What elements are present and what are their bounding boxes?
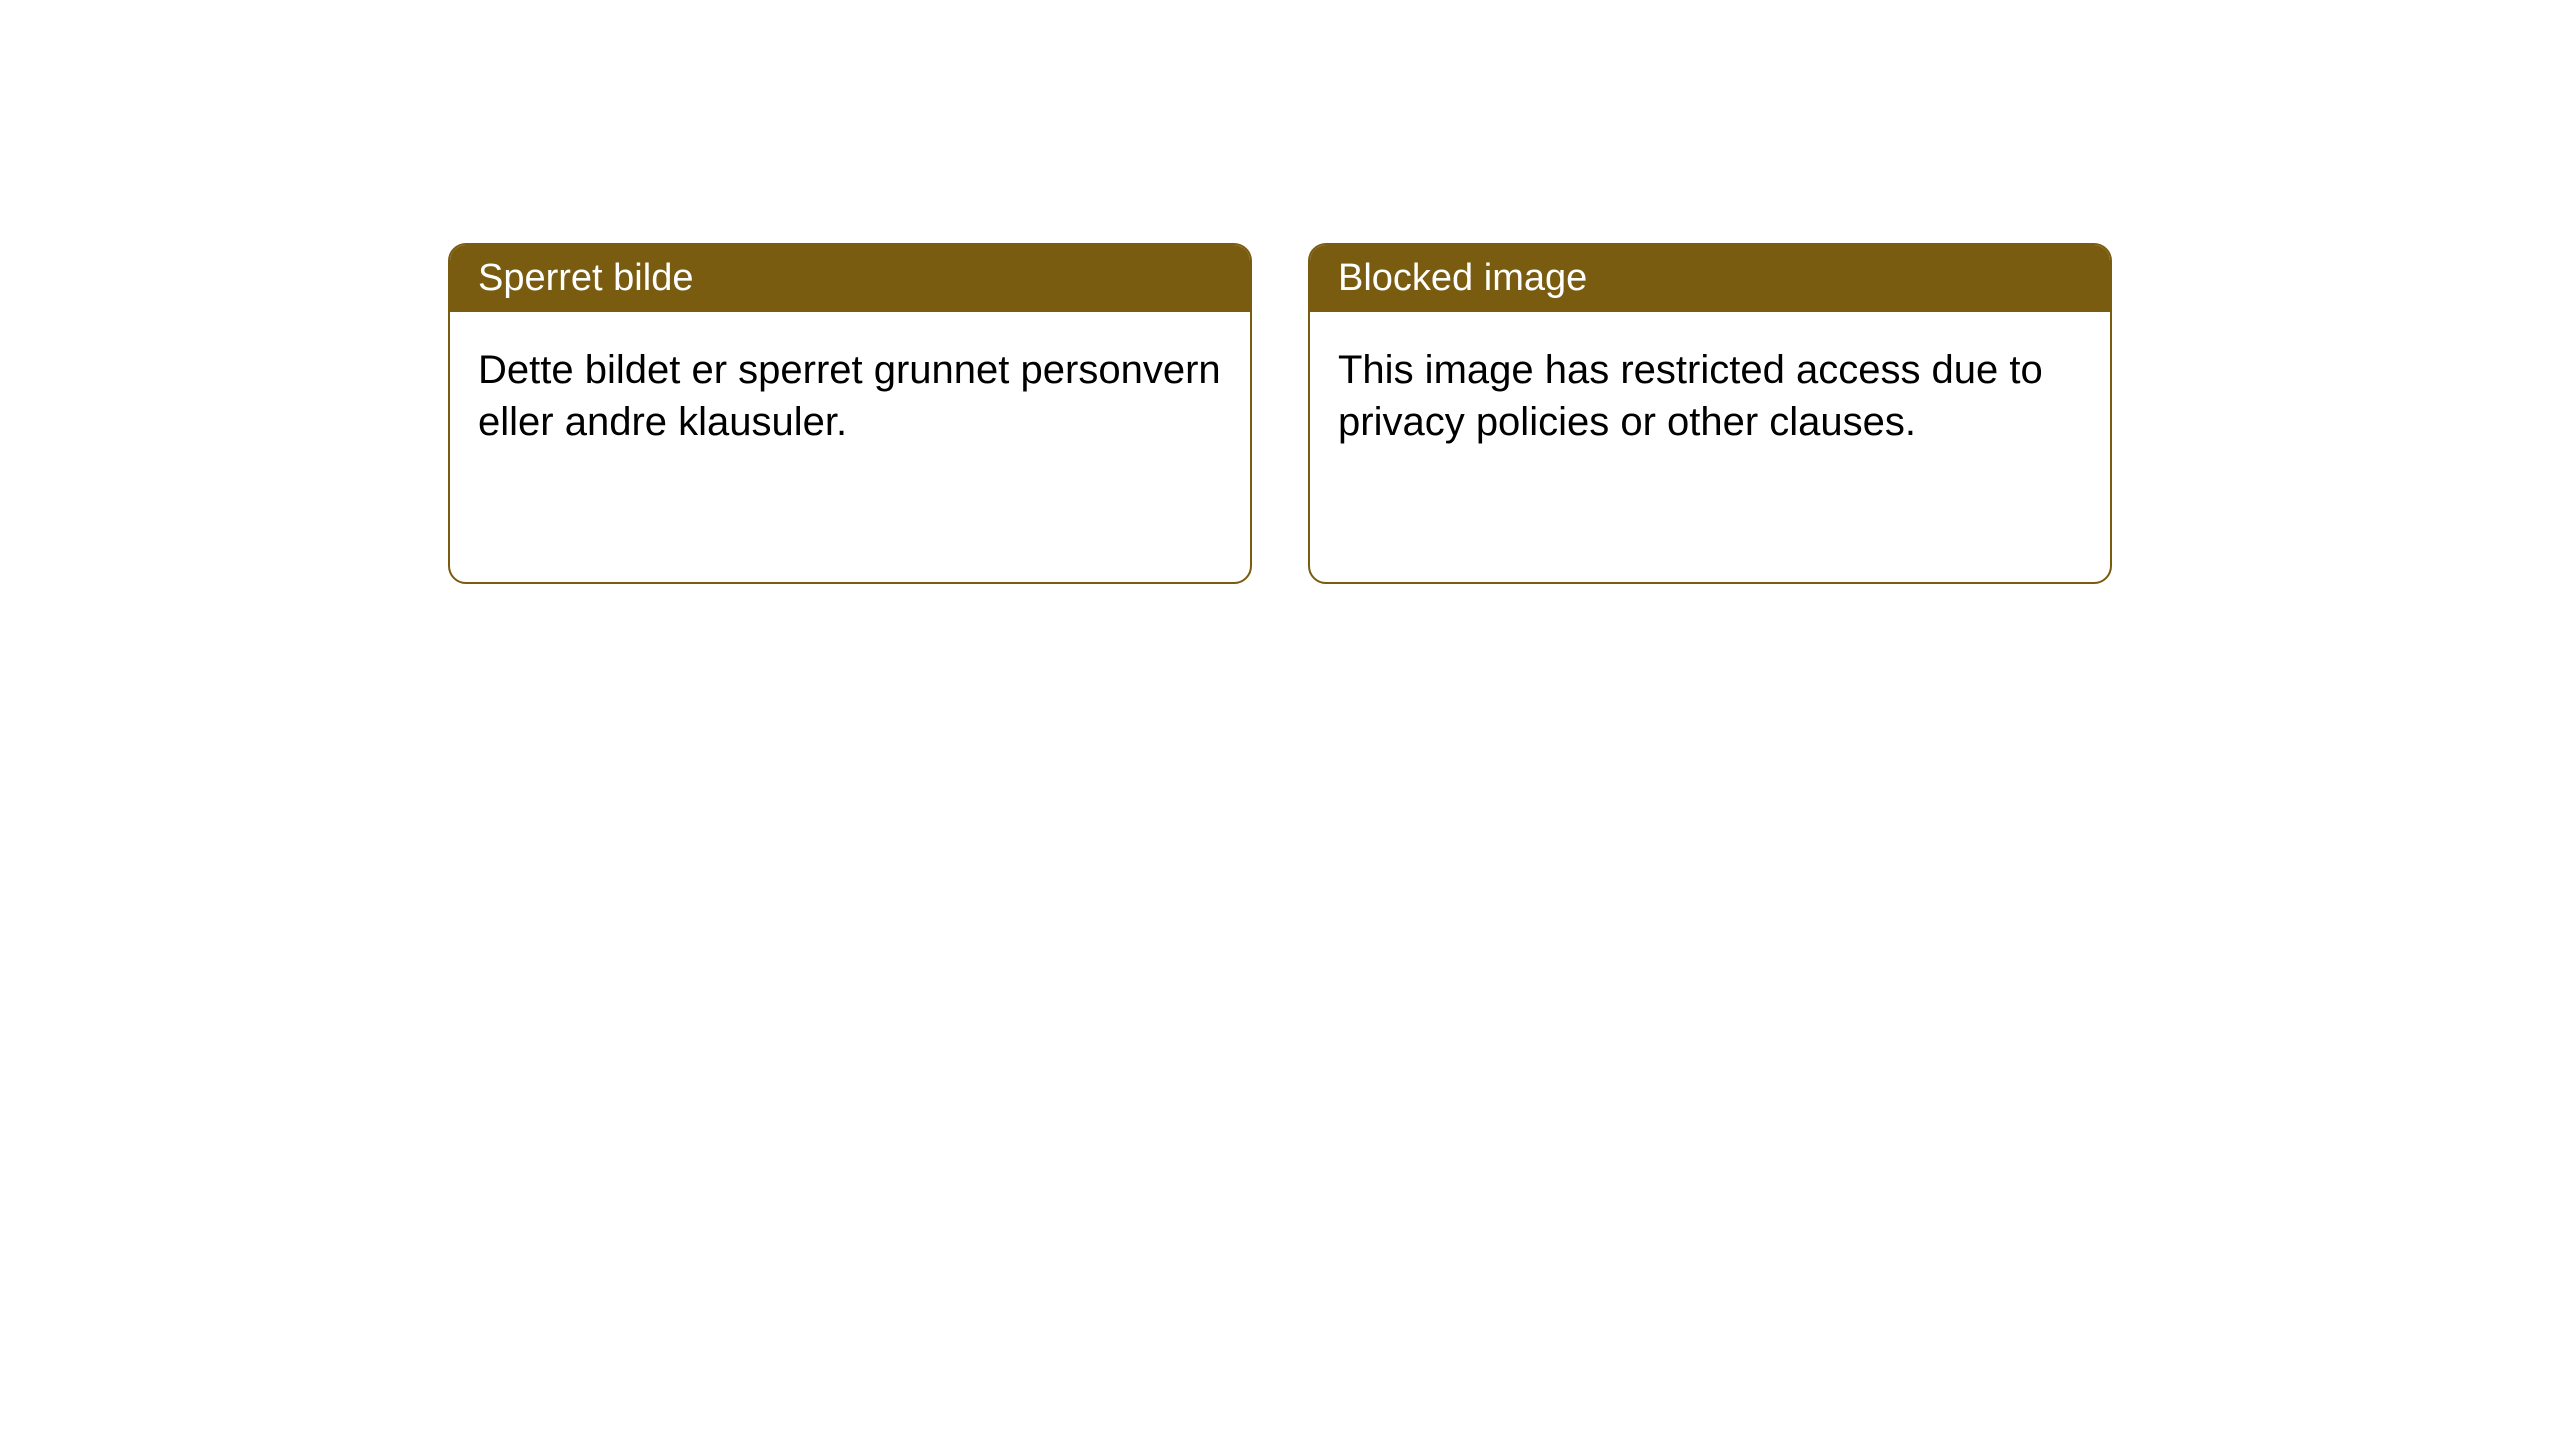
notice-header: Sperret bilde (450, 245, 1250, 312)
notice-title: Blocked image (1338, 257, 1587, 299)
notice-title: Sperret bilde (478, 257, 693, 299)
notice-header: Blocked image (1310, 245, 2110, 312)
notice-body-text: This image has restricted access due to … (1338, 348, 2043, 444)
notice-card-english: Blocked image This image has restricted … (1308, 243, 2112, 584)
notice-cards-container: Sperret bilde Dette bildet er sperret gr… (448, 243, 2112, 584)
notice-body-text: Dette bildet er sperret grunnet personve… (478, 348, 1221, 444)
notice-body: Dette bildet er sperret grunnet personve… (450, 312, 1250, 582)
notice-card-norwegian: Sperret bilde Dette bildet er sperret gr… (448, 243, 1252, 584)
notice-body: This image has restricted access due to … (1310, 312, 2110, 582)
